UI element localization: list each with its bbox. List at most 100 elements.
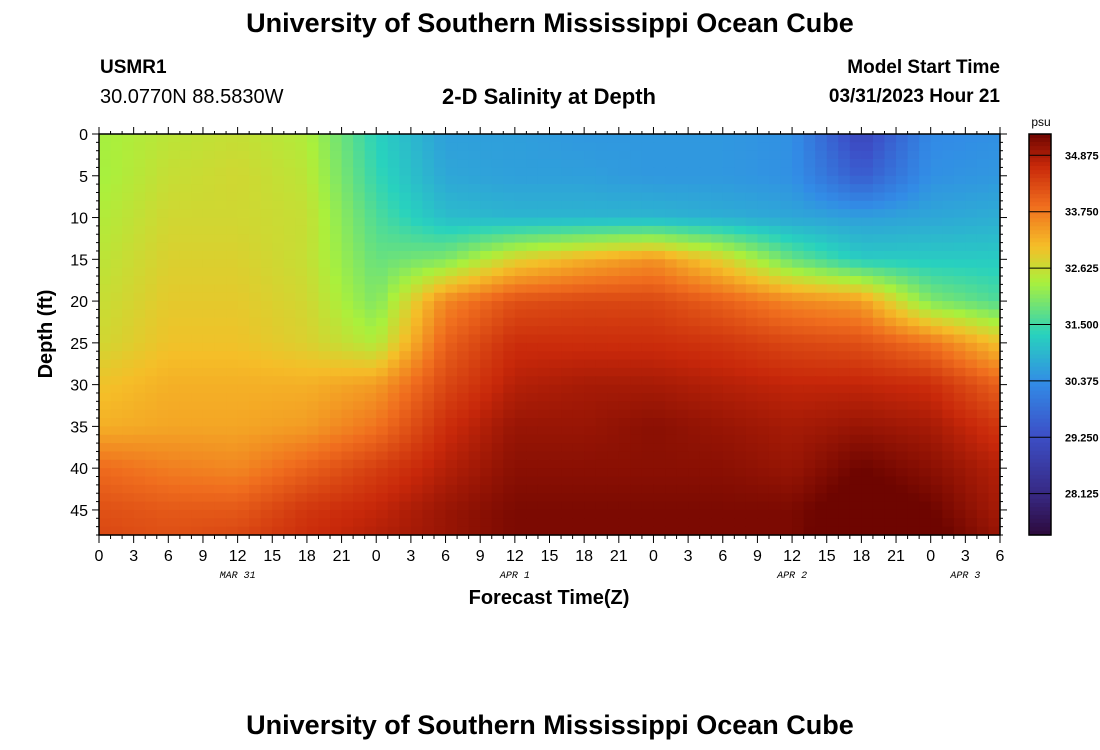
heatmap-cell xyxy=(445,367,458,377)
heatmap-cell xyxy=(249,493,262,503)
heatmap-cell xyxy=(191,351,204,361)
heatmap-cell xyxy=(491,142,504,152)
heatmap-cell xyxy=(433,367,447,377)
heatmap-cell xyxy=(353,443,366,453)
heatmap-cell xyxy=(965,225,978,235)
heatmap-cell xyxy=(561,434,574,444)
heatmap-cell xyxy=(630,359,643,369)
heatmap-cell xyxy=(803,443,816,453)
heatmap-cell xyxy=(306,309,320,319)
heatmap-cell xyxy=(907,392,920,402)
heatmap-cell xyxy=(965,484,978,494)
heatmap-cell xyxy=(168,384,181,394)
heatmap-cell xyxy=(99,217,112,227)
heatmap-cell xyxy=(179,334,193,344)
heatmap-cell xyxy=(272,292,285,302)
heatmap-cell xyxy=(122,484,135,494)
heatmap-cell xyxy=(318,359,331,369)
heatmap-cell xyxy=(99,451,112,461)
heatmap-cell xyxy=(99,484,112,494)
heatmap-cell xyxy=(630,200,643,210)
heatmap-cell xyxy=(826,434,839,444)
heatmap-cell xyxy=(815,192,828,202)
heatmap-cell xyxy=(214,384,227,394)
heatmap-cell xyxy=(168,493,181,503)
heatmap-cell xyxy=(99,175,112,185)
heatmap-cell xyxy=(572,209,585,219)
heatmap-cell xyxy=(930,242,943,252)
heatmap-cell xyxy=(491,342,504,352)
heatmap-cell xyxy=(99,509,112,519)
heatmap-cell xyxy=(919,301,932,311)
heatmap-cell xyxy=(572,134,585,143)
heatmap-cell xyxy=(676,142,689,152)
heatmap-cell xyxy=(330,250,343,260)
heatmap-cell xyxy=(722,209,735,219)
heatmap-cell xyxy=(110,418,123,427)
heatmap-cell xyxy=(283,234,296,244)
heatmap-cell xyxy=(480,434,493,444)
heatmap-cell xyxy=(734,443,747,453)
heatmap-cell xyxy=(214,476,227,486)
heatmap-cell xyxy=(942,526,955,536)
heatmap-cell xyxy=(849,526,862,536)
heatmap-cell xyxy=(491,234,504,244)
heatmap-cell xyxy=(976,359,990,369)
heatmap-cell xyxy=(353,267,366,277)
heatmap-cell xyxy=(688,359,701,369)
heatmap-cell xyxy=(607,150,620,160)
heatmap-cell xyxy=(283,259,296,269)
heatmap-cell xyxy=(445,376,458,386)
heatmap-cell xyxy=(549,250,562,260)
heatmap-cell xyxy=(318,317,331,327)
heatmap-cell xyxy=(768,351,782,361)
heatmap-cell xyxy=(272,267,285,277)
heatmap-cell xyxy=(168,309,181,319)
heatmap-cell xyxy=(226,250,239,260)
heatmap-cell xyxy=(214,409,227,419)
heatmap-cell xyxy=(745,209,759,219)
heatmap-cell xyxy=(930,351,943,361)
heatmap-cell xyxy=(156,401,169,411)
heatmap-cell xyxy=(341,518,354,528)
colorbar-segment xyxy=(1029,306,1051,312)
heatmap-cell xyxy=(330,217,343,227)
heatmap-cell xyxy=(503,276,516,285)
heatmap-cell xyxy=(399,342,412,352)
heatmap-cell xyxy=(410,175,424,185)
heatmap-cell xyxy=(457,342,470,352)
heatmap-cell xyxy=(237,501,250,511)
heatmap-cell xyxy=(584,150,597,160)
y-tick-label: 15 xyxy=(70,252,88,269)
heatmap-cell xyxy=(191,250,204,260)
heatmap-cell xyxy=(572,284,585,294)
heatmap-cell xyxy=(549,184,562,194)
heatmap-cell xyxy=(353,409,366,419)
heatmap-cell xyxy=(676,351,689,361)
heatmap-cell xyxy=(526,259,539,269)
heatmap-cell xyxy=(260,301,273,311)
heatmap-cell xyxy=(907,426,920,436)
heatmap-cell xyxy=(99,267,112,277)
heatmap-cell xyxy=(514,209,527,219)
heatmap-cell xyxy=(919,217,932,227)
heatmap-cell xyxy=(849,518,862,528)
heatmap-cell xyxy=(711,309,724,319)
heatmap-cell xyxy=(364,184,377,194)
heatmap-cell xyxy=(283,468,296,478)
heatmap-cell xyxy=(803,317,816,327)
heatmap-cell xyxy=(445,142,458,152)
heatmap-cell xyxy=(179,184,193,194)
heatmap-cell xyxy=(168,326,181,336)
heatmap-cell xyxy=(653,242,666,252)
heatmap-cell xyxy=(353,242,366,252)
heatmap-cell xyxy=(653,292,666,302)
heatmap-cell xyxy=(930,217,943,227)
heatmap-cell xyxy=(537,301,551,311)
heatmap-cell xyxy=(122,175,135,185)
heatmap-cell xyxy=(122,342,135,352)
heatmap-cell xyxy=(641,192,655,202)
heatmap-cell xyxy=(584,376,597,386)
heatmap-cell xyxy=(503,250,516,260)
heatmap-cell xyxy=(618,443,631,453)
